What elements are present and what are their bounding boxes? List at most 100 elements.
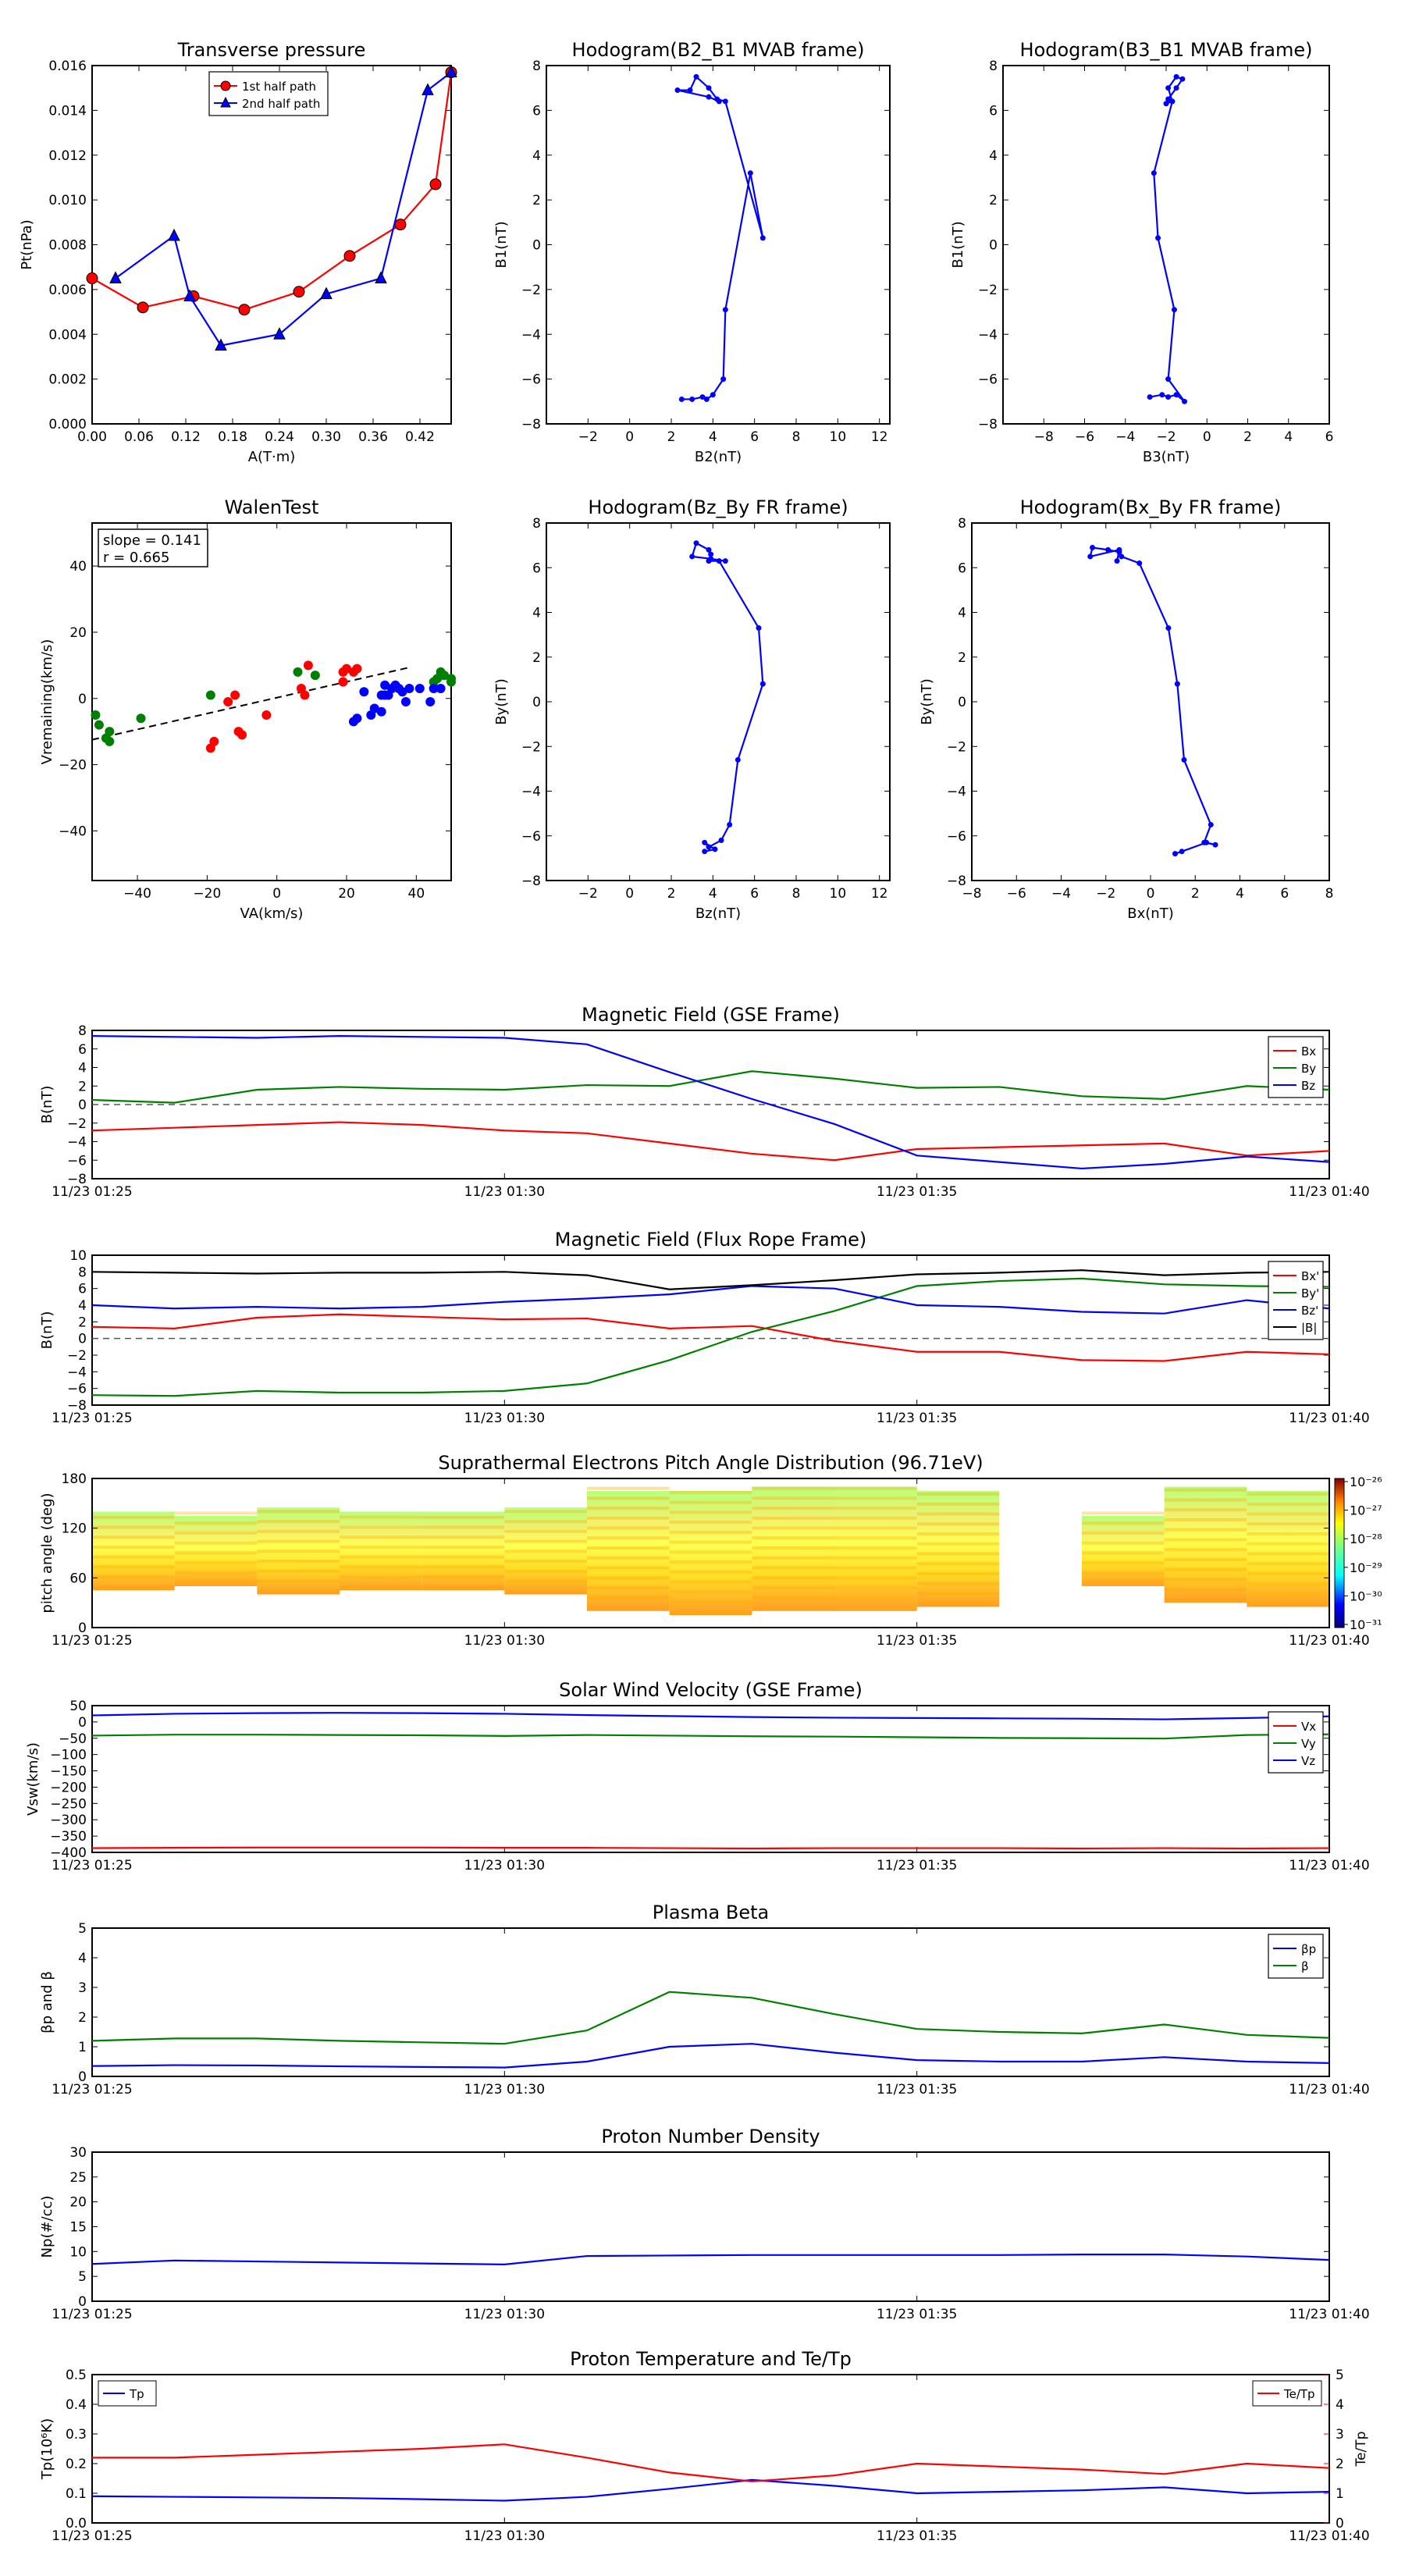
heatmap-band xyxy=(669,1599,752,1603)
y-tick-label: −4 xyxy=(521,785,541,800)
y-tick-label: −6 xyxy=(978,372,998,388)
x-tick-label: 11/23 01:25 xyxy=(52,1184,132,1200)
x-tick-label: 8 xyxy=(1325,886,1334,902)
y-tick-label: 0 xyxy=(78,692,87,707)
chart-title: Magnetic Field (GSE Frame) xyxy=(582,1004,840,1026)
y-tick-label: 0.014 xyxy=(48,103,87,119)
heatmap-band xyxy=(92,1575,175,1579)
heatmap-band xyxy=(92,1545,175,1549)
heatmap-cell xyxy=(504,1507,587,1595)
data-point xyxy=(404,684,414,694)
series-- xyxy=(91,1991,1330,2045)
heatmap-band xyxy=(504,1559,587,1563)
heatmap-band xyxy=(587,1496,670,1500)
heatmap-band xyxy=(916,1493,1000,1496)
data-point xyxy=(237,730,247,740)
heatmap-band xyxy=(174,1551,258,1555)
data-point xyxy=(1114,558,1120,564)
heatmap-band xyxy=(174,1561,258,1565)
legend-label: Vy xyxy=(1301,1737,1316,1751)
series-2 xyxy=(348,680,446,727)
chart-title: Magnetic Field (Flux Rope Frame) xyxy=(555,1229,866,1251)
heatmap-band xyxy=(504,1510,587,1514)
x-tick-label: 11/23 01:30 xyxy=(464,2307,545,2322)
legend-label: Tp xyxy=(129,2387,144,2401)
y-tick-label: 2 xyxy=(532,193,541,208)
chart-tp: Transverse pressure 0.00 0.06 0.12 0.18 0.24 0… xyxy=(19,39,457,465)
series-by xyxy=(91,1070,1330,1104)
heatmap-band xyxy=(1247,1571,1329,1575)
data-point xyxy=(1174,681,1180,687)
plot-frame xyxy=(91,1254,1330,1406)
chart-swv: Solar Wind Velocity (GSE Frame) 11/23 01:… xyxy=(25,1679,1370,1873)
y-tick-label: 50 xyxy=(69,1699,87,1714)
series-line xyxy=(91,1277,1330,1397)
data-point xyxy=(687,87,693,94)
y2-tick-label: 1 xyxy=(1336,2486,1344,2502)
series-line xyxy=(91,1313,1330,1362)
y-axis-label: By(nT) xyxy=(919,678,935,724)
series-line xyxy=(91,1121,1330,1162)
y-tick-label: 0 xyxy=(989,238,998,254)
y-tick-label: 20 xyxy=(69,625,87,641)
x-tick-label: 11/23 01:30 xyxy=(464,2082,545,2097)
heatmap-band xyxy=(916,1562,1000,1566)
data-point xyxy=(689,396,695,402)
heatmap-band xyxy=(1164,1508,1247,1512)
data-point xyxy=(293,667,303,677)
data-point xyxy=(352,664,362,674)
heatmap-band xyxy=(752,1486,834,1490)
x-tick-label: 0.12 xyxy=(171,429,201,445)
data-point xyxy=(1173,73,1179,80)
heatmap-band xyxy=(587,1507,670,1510)
y-tick-label: −8 xyxy=(67,1172,87,1187)
x-tick-label: 11/23 01:25 xyxy=(52,1411,132,1426)
data-point xyxy=(693,73,699,80)
x-tick-label: 0.18 xyxy=(218,429,247,445)
heatmap-band xyxy=(1247,1493,1329,1496)
heatmap-band xyxy=(1164,1588,1247,1592)
heatmap-band xyxy=(1164,1498,1247,1502)
data-point xyxy=(718,837,724,843)
y-tick-label: −8 xyxy=(978,417,998,432)
heatmap-band xyxy=(504,1529,587,1533)
heatmap-band xyxy=(1164,1557,1247,1561)
data-point xyxy=(343,250,356,262)
x-tick-label: 0.24 xyxy=(265,429,294,445)
y-axis-label: Pt(nPa) xyxy=(19,219,35,269)
x-tick-label: 11/23 01:25 xyxy=(52,2528,132,2544)
heatmap-band xyxy=(669,1500,752,1504)
x-tick-label: 20 xyxy=(338,886,355,902)
x-tick-label: 0 xyxy=(1203,429,1211,445)
heatmap-band xyxy=(669,1540,752,1544)
heatmap-band xyxy=(504,1520,587,1524)
x-tick-label: 2 xyxy=(1191,886,1200,902)
legend-label: Vz xyxy=(1301,1754,1315,1768)
y-axis-label: By(nT) xyxy=(493,678,510,724)
y-tick-label: −50 xyxy=(59,1731,87,1747)
series--b- xyxy=(91,1269,1330,1290)
y-tick-label: −6 xyxy=(67,1382,87,1397)
chart-title: Hodogram(Bz_By FR frame) xyxy=(588,496,848,518)
y-tick-label: −8 xyxy=(521,873,541,889)
x-tick-label: −4 xyxy=(1115,429,1135,445)
data-point xyxy=(230,690,240,700)
heatmap-band xyxy=(1164,1578,1247,1582)
series-0 xyxy=(91,667,456,746)
y-tick-label: 40 xyxy=(69,559,87,575)
data-point xyxy=(425,697,436,706)
heatmap-band xyxy=(587,1516,670,1520)
y-tick-label: 6 xyxy=(989,103,998,119)
data-point xyxy=(1181,756,1187,763)
y-tick-label: 2 xyxy=(958,650,966,666)
x-tick-label: 0.00 xyxy=(77,429,107,445)
data-point xyxy=(722,307,728,313)
data-point xyxy=(310,671,320,681)
y-tick-label: 4 xyxy=(958,606,966,621)
y-tick-label: −8 xyxy=(947,873,966,889)
heatmap-band xyxy=(92,1515,175,1519)
x-tick-label: 0.06 xyxy=(124,429,154,445)
y-tick-label: 2 xyxy=(532,650,541,666)
heatmap-cell xyxy=(257,1507,340,1595)
data-point xyxy=(756,625,762,632)
